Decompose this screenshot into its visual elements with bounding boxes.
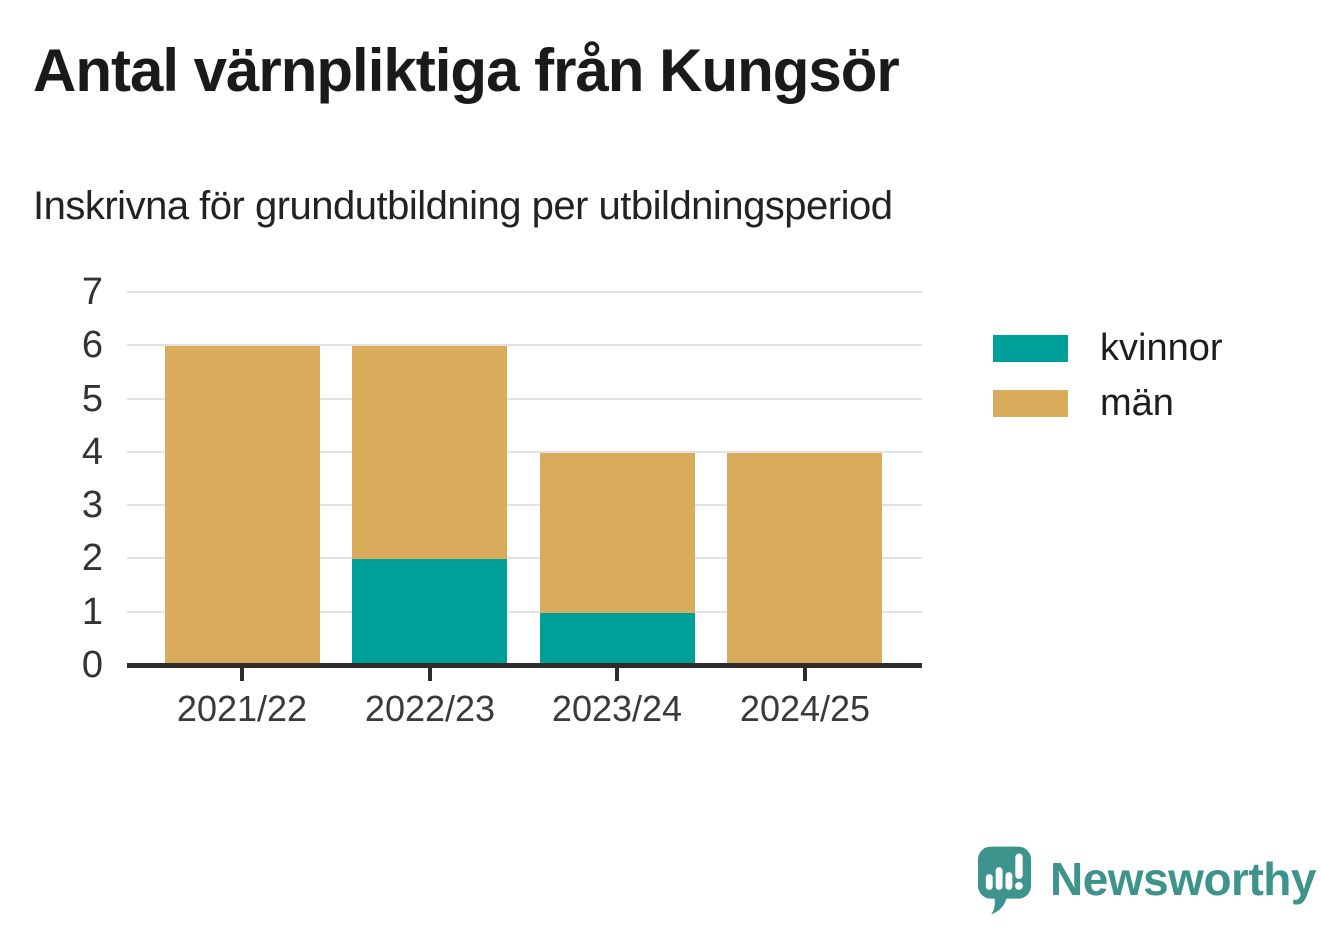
gridline-y6 — [127, 344, 922, 346]
newsworthy-logo-icon — [977, 846, 1032, 915]
x-axis-line — [127, 663, 922, 668]
y-axis-tick-label: 4 — [81, 431, 103, 473]
gridline-y1 — [127, 611, 922, 613]
x-axis-category-label: 2021/22 — [176, 688, 308, 729]
bar-2021/22-män — [165, 346, 320, 666]
y-axis-tick-label: 3 — [81, 484, 103, 526]
chart-title: Antal värnpliktiga från Kungsör — [33, 37, 900, 104]
chart-subtitle: Inskrivna för grundutbildning per utbild… — [33, 184, 893, 228]
bar-2022/23-män — [352, 346, 507, 559]
legend-item-män: män — [993, 382, 1223, 424]
y-axis-tick-label: 0 — [81, 644, 103, 686]
legend-swatch-män — [993, 390, 1068, 417]
legend-label: män — [1100, 382, 1174, 424]
legend-swatch-kvinnor — [993, 335, 1068, 362]
legend: kvinnor män — [993, 327, 1223, 445]
gridline-y3 — [127, 504, 922, 506]
x-axis-tick — [615, 668, 619, 681]
x-axis-tick — [428, 668, 432, 681]
brand-footer: Newsworthy — [977, 845, 1316, 915]
x-axis-tick — [240, 668, 244, 681]
y-axis-tick-label: 6 — [81, 324, 103, 366]
x-axis-category-label: 2024/25 — [739, 688, 871, 729]
brand-name: Newsworthy — [1050, 853, 1316, 905]
y-axis-tick-label: 7 — [81, 271, 103, 313]
legend-label: kvinnor — [1100, 327, 1223, 369]
bar-2024/25-män — [727, 453, 882, 666]
y-axis-tick-label: 5 — [81, 378, 103, 420]
bar-2023/24-kvinnor — [540, 613, 695, 666]
x-axis-category-label: 2023/24 — [551, 688, 683, 729]
x-axis-tick — [803, 668, 807, 681]
bar-2023/24-män — [540, 453, 695, 613]
gridline-y5 — [127, 398, 922, 400]
bar-2022/23-kvinnor — [352, 559, 507, 666]
gridline-y2 — [127, 557, 922, 559]
y-axis-tick-label: 1 — [81, 591, 103, 633]
legend-item-kvinnor: kvinnor — [993, 327, 1223, 369]
x-axis-category-label: 2022/23 — [364, 688, 496, 729]
gridline-y4 — [127, 451, 922, 453]
y-axis-tick-label: 2 — [81, 537, 103, 579]
gridline-y7 — [127, 291, 922, 293]
